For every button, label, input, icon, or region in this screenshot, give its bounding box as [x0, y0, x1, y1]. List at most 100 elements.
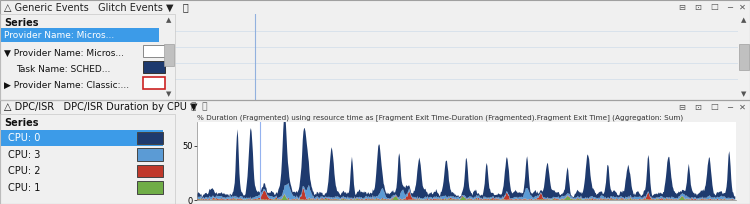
Point — [474, 52, 486, 55]
Point — [574, 54, 586, 58]
Point — [720, 51, 732, 54]
Point — [533, 50, 545, 53]
Point — [662, 53, 674, 56]
Point — [694, 50, 706, 53]
Point — [700, 50, 712, 53]
Text: ▼: ▼ — [741, 91, 747, 97]
Point — [733, 54, 745, 57]
Point — [578, 51, 590, 54]
Point — [531, 55, 543, 58]
Bar — [137, 165, 163, 177]
Point — [705, 55, 717, 59]
Point — [378, 53, 390, 56]
Point — [487, 51, 499, 54]
Point — [722, 51, 734, 54]
Text: 🖼  ⧉: 🖼 ⧉ — [191, 102, 208, 112]
Point — [487, 54, 499, 58]
Point — [381, 54, 393, 57]
Point — [382, 50, 394, 53]
Point — [690, 54, 702, 57]
Point — [339, 54, 351, 57]
Point — [723, 55, 735, 58]
Point — [567, 50, 579, 53]
Point — [384, 50, 396, 54]
Text: ▲: ▲ — [741, 17, 747, 23]
Point — [667, 51, 679, 54]
Point — [658, 53, 670, 57]
Point — [477, 54, 489, 57]
Point — [346, 53, 358, 56]
Point — [476, 52, 488, 55]
Bar — [0, 130, 163, 146]
Point — [530, 52, 542, 55]
Point — [338, 51, 350, 54]
Point — [340, 52, 352, 55]
Point — [654, 55, 666, 58]
Point — [574, 51, 586, 54]
Point — [727, 53, 739, 57]
Point — [569, 52, 581, 55]
Point — [573, 55, 585, 58]
Point — [618, 50, 630, 53]
Point — [561, 55, 573, 58]
Text: △ DPC/ISR   DPC/ISR Duration by CPU ▼: △ DPC/ISR DPC/ISR Duration by CPU ▼ — [4, 102, 197, 112]
Point — [476, 50, 488, 53]
Bar — [143, 61, 165, 73]
Point — [613, 54, 625, 57]
Point — [698, 50, 710, 53]
Point — [374, 52, 386, 56]
Point — [387, 51, 399, 54]
Point — [736, 54, 748, 58]
Point — [698, 50, 710, 53]
Point — [568, 52, 580, 55]
Point — [416, 55, 428, 58]
Bar — [137, 149, 163, 161]
Point — [338, 50, 350, 53]
Point — [564, 51, 576, 54]
Point — [416, 53, 428, 57]
Point — [481, 50, 493, 54]
Point — [732, 50, 744, 53]
Point — [416, 54, 428, 58]
Text: CPU: 2: CPU: 2 — [8, 166, 40, 176]
Point — [347, 53, 359, 56]
Point — [697, 51, 709, 54]
Point — [706, 52, 718, 55]
Point — [431, 50, 443, 53]
Point — [526, 55, 538, 58]
Point — [331, 51, 343, 54]
Point — [699, 51, 711, 55]
Point — [430, 50, 442, 54]
Point — [419, 53, 430, 56]
Point — [343, 52, 355, 56]
Point — [562, 50, 574, 54]
Point — [532, 51, 544, 54]
Point — [344, 51, 355, 54]
Point — [533, 53, 545, 57]
Point — [658, 55, 670, 58]
Point — [728, 53, 740, 56]
Text: Series: Series — [4, 118, 38, 128]
Point — [527, 55, 539, 58]
Point — [474, 52, 486, 55]
Point — [619, 50, 631, 53]
Point — [481, 50, 493, 54]
Point — [724, 53, 736, 56]
Point — [428, 50, 440, 53]
Point — [566, 50, 578, 53]
Point — [666, 55, 678, 58]
Point — [720, 50, 732, 53]
Text: □: □ — [710, 102, 718, 112]
Point — [722, 51, 734, 54]
Point — [692, 53, 704, 57]
Point — [477, 55, 489, 58]
Point — [526, 54, 538, 57]
Point — [618, 52, 630, 56]
Point — [340, 55, 352, 58]
Point — [615, 55, 627, 58]
Point — [729, 55, 741, 58]
Point — [576, 51, 588, 54]
Point — [562, 50, 574, 54]
Point — [378, 52, 390, 55]
Point — [667, 51, 679, 54]
